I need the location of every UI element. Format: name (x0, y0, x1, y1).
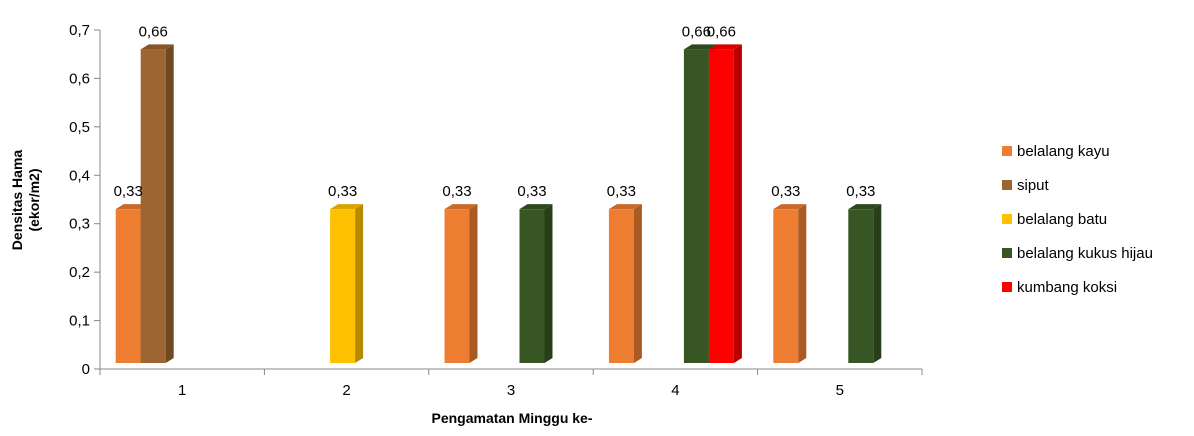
bar-side (733, 44, 742, 363)
bar-belalang-kayu (608, 204, 642, 363)
y-tick-label: 0,3 (69, 216, 90, 233)
legend-item: siput (1002, 177, 1050, 194)
bar-siput (140, 44, 174, 363)
bars (115, 44, 882, 363)
bar-front (848, 209, 874, 363)
bar-top (848, 204, 882, 210)
bar-belalang-kayu (444, 204, 478, 363)
x-tick-label: 4 (671, 382, 679, 399)
data-label: 0,33 (328, 183, 357, 200)
bar-belalang-kukus-hijau (848, 204, 882, 363)
y-tick-label: 0,2 (69, 264, 90, 281)
legend-label: belalang kukus hijau (1017, 245, 1153, 262)
bar-side (355, 204, 364, 363)
bar-front (115, 209, 141, 363)
bar-side (544, 204, 553, 363)
y-tick-label: 0,1 (69, 313, 90, 330)
bar-top (140, 44, 174, 50)
bar-top (330, 204, 364, 210)
y-ticks: 0 0,1 0,2 0,3 0,4 0,5 0,6 0,7 (69, 22, 100, 378)
legend-swatch (1002, 214, 1012, 224)
bar-side (798, 204, 807, 363)
bar-front (683, 49, 709, 363)
bar-belalang-batu (330, 204, 364, 363)
data-label: 0,33 (846, 183, 875, 200)
legend-label: siput (1017, 177, 1050, 194)
legend-item: belalang kukus hijau (1002, 245, 1153, 262)
data-label: 0,66 (139, 23, 168, 40)
bar-front (608, 209, 634, 363)
y-tick-label: 0,6 (69, 70, 90, 87)
x-ticks: 1 2 3 4 5 (99, 369, 923, 399)
bar-belalang-kukus-hijau (519, 204, 553, 363)
data-label: 0,66 (707, 23, 736, 40)
x-tick-label: 1 (178, 382, 186, 399)
y-axis-title-line-2: (ekor/m2) (26, 168, 42, 231)
data-labels: 0,33 0,33 0,33 0,33 0,66 0,33 0,33 0,66 0,33 0,66 (114, 23, 876, 200)
data-label: 0,33 (607, 183, 636, 200)
legend-label: belalang kayu (1017, 143, 1110, 160)
data-label: 0,33 (114, 183, 143, 200)
x-tick-label: 2 (342, 382, 350, 399)
axes (99, 30, 922, 370)
bar-side (633, 204, 642, 363)
bar-belalang-kayu (773, 204, 807, 363)
legend-label: kumbang koksi (1017, 279, 1117, 296)
bar-front (708, 49, 734, 363)
bar-top (519, 204, 553, 210)
y-tick-label: 0 (82, 361, 90, 378)
y-axis-title-line-1: Densitas Hama (9, 150, 25, 251)
x-tick-label: 5 (836, 382, 844, 399)
y-tick-label: 0,7 (69, 22, 90, 39)
bar-front (140, 49, 166, 363)
legend-swatch (1002, 282, 1012, 292)
y-tick-label: 0,5 (69, 119, 90, 136)
bar-top (115, 204, 149, 210)
x-tick-label: 3 (507, 382, 515, 399)
bar-front (773, 209, 799, 363)
legend-label: belalang batu (1017, 211, 1107, 228)
bar-top (708, 44, 742, 50)
legend-item: belalang kayu (1002, 143, 1110, 160)
x-axis-title: Pengamatan Minggu ke- (431, 410, 592, 426)
bar-front (330, 209, 356, 363)
legend-item: kumbang koksi (1002, 279, 1117, 296)
data-label: 0,33 (771, 183, 800, 200)
y-tick-label: 0,4 (69, 167, 90, 184)
legend: belalang kayu siput belalang batu belalang … (1002, 143, 1153, 296)
bar-side (165, 44, 174, 363)
data-label: 0,33 (442, 183, 471, 200)
legend-swatch (1002, 146, 1012, 156)
bar-top (608, 204, 642, 210)
bar-front (519, 209, 545, 363)
bar-top (773, 204, 807, 210)
bar-kumbang-koksi (708, 44, 742, 363)
bar-side (469, 204, 478, 363)
bar-top (683, 44, 717, 50)
bar-front (444, 209, 470, 363)
bar-side (873, 204, 882, 363)
data-label: 0,33 (517, 183, 546, 200)
y-axis-title: Densitas Hama (ekor/m2) (9, 150, 42, 251)
data-label: 0,66 (682, 23, 711, 40)
legend-swatch (1002, 180, 1012, 190)
bar-top (444, 204, 478, 210)
legend-swatch (1002, 248, 1012, 258)
legend-item: belalang batu (1002, 211, 1107, 228)
